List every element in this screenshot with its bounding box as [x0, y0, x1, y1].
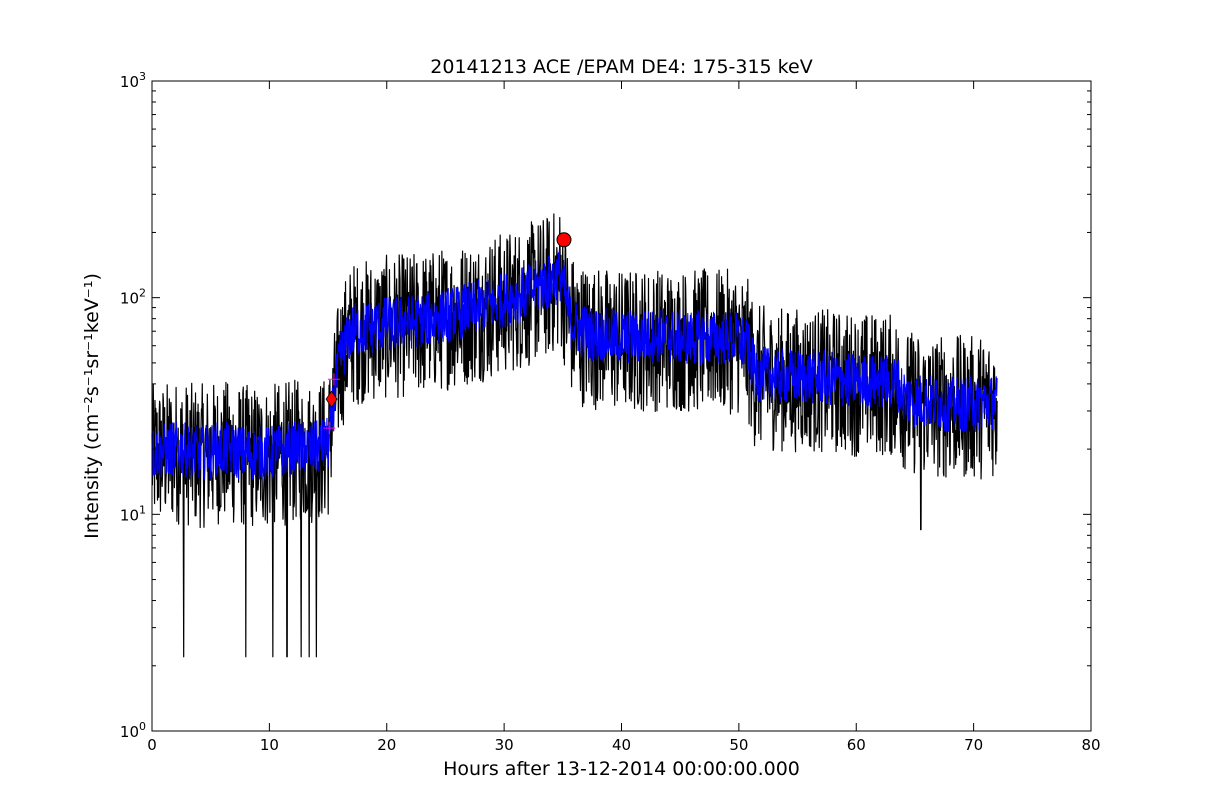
y-tick-label: 101 [120, 503, 146, 524]
series-layer [151, 213, 998, 658]
y-tick-label: 102 [120, 287, 146, 308]
x-tick-label: 80 [1081, 736, 1100, 754]
y-tick-label: 100 [120, 720, 146, 741]
y-axis-label: Intensity (cm⁻²s⁻¹sr⁻¹keV⁻¹) [81, 273, 103, 539]
onset-bound-marker [323, 422, 336, 435]
peak-marker [556, 232, 572, 248]
x-axis-label: Hours after 13-12-2014 00:00:00.000 [443, 758, 800, 780]
series-line-raw [151, 213, 998, 658]
x-tick-label: 70 [964, 736, 983, 754]
chart-title: 20141213 ACE /EPAM DE4: 175-315 keV [430, 56, 812, 78]
x-tick-label: 40 [612, 736, 631, 754]
x-tick-label: 30 [495, 736, 514, 754]
onset-bound-marker [327, 373, 340, 386]
onset-marker [325, 390, 338, 408]
x-tick-label: 60 [847, 736, 866, 754]
series-line-smoothed [151, 249, 998, 481]
x-tick-label: 0 [147, 736, 157, 754]
marker-layer [323, 232, 572, 435]
x-tick-label: 10 [260, 736, 279, 754]
tick-layer: 0 10 20 30 40 50 60 70 80 100 101 102 103 [120, 70, 1101, 754]
x-tick-label: 50 [729, 736, 748, 754]
y-tick-label: 103 [120, 70, 146, 91]
x-tick-label: 20 [377, 736, 396, 754]
